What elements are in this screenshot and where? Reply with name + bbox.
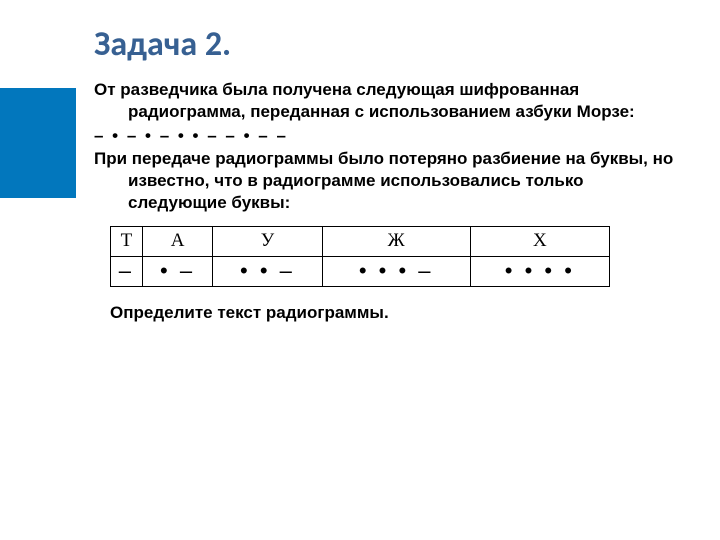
table-code-cell: • • • – [322, 256, 470, 286]
table-letter-cell: У [213, 226, 322, 256]
morse-sequence-line: – • – • – • • – – • – – [94, 125, 678, 147]
table-letter-cell: Х [470, 226, 609, 256]
paragraph-2: При передаче радиограммы было потеряно р… [94, 148, 678, 213]
table-code-cell: – [111, 256, 143, 286]
table-code-cell: • – [142, 256, 213, 286]
slide-title: Задача 2. [94, 24, 678, 65]
table-letter-cell: А [142, 226, 213, 256]
slide-content: Задача 2. От разведчика была получена сл… [94, 24, 678, 323]
table-row: – • – • • – • • • – • • • • [111, 256, 610, 286]
table-letter-cell: Ж [322, 226, 470, 256]
morse-table-wrap: Т А У Ж Х – • – • • – • • • – • • • • [110, 226, 648, 287]
table-code-cell: • • • • [470, 256, 609, 286]
final-instruction: Определите текст радиограммы. [110, 303, 678, 323]
body-text-block: От разведчика была получена следующая ши… [94, 79, 678, 214]
morse-table: Т А У Ж Х – • – • • – • • • – • • • • [110, 226, 610, 287]
table-row: Т А У Ж Х [111, 226, 610, 256]
paragraph-1: От разведчика была получена следующая ши… [94, 79, 678, 123]
table-code-cell: • • – [213, 256, 322, 286]
accent-sidebar [0, 88, 76, 198]
table-letter-cell: Т [111, 226, 143, 256]
